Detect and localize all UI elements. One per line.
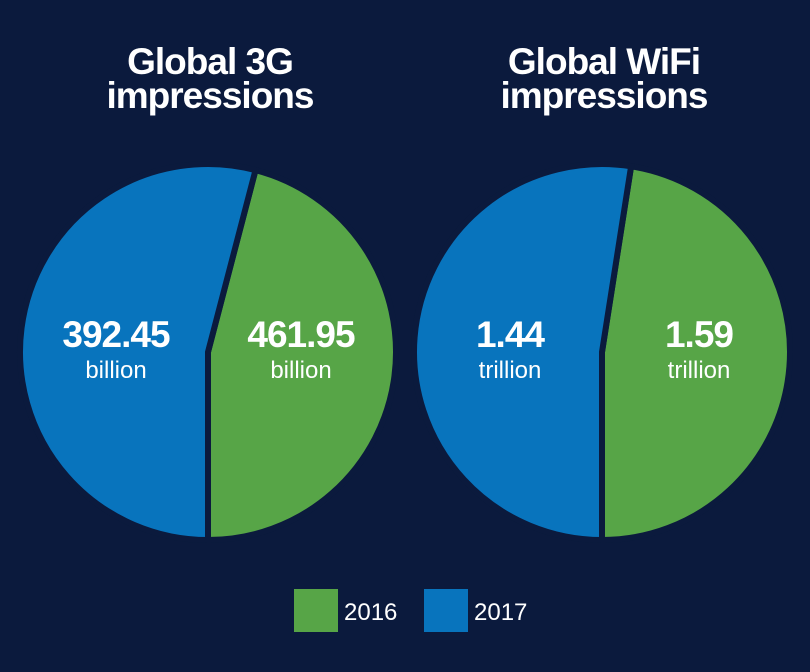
chart-1-slice-2017-unit-label: billion [270, 357, 331, 384]
chart-2-slice-2016-value-label: 1.44 [476, 314, 545, 355]
chart-1-slice-2016-unit-label: billion [85, 357, 146, 384]
chart-2-slice-2017-unit-label: trillion [668, 357, 731, 384]
chart-2-title-line-1: Global WiFi [508, 41, 700, 82]
chart-2-slice-2016-unit-label: trillion [479, 357, 542, 384]
chart-1-slice-2016 [205, 166, 399, 544]
legend: 2016 2017 [294, 589, 527, 632]
chart-2-title-line-2: impressions [501, 75, 708, 116]
chart-1-title-line-1: Global 3G [127, 41, 293, 82]
chart-1-slice-2016-value-label: 392.45 [62, 314, 170, 355]
chart-1-slice-2017 [17, 161, 260, 544]
chart-2-slice-2016 [599, 162, 793, 544]
legend-label-2016: 2016 [344, 599, 397, 626]
pie-slices-layer [17, 161, 793, 544]
chart-1-title-line-2: impressions [107, 75, 314, 116]
legend-label-2017: 2017 [474, 599, 527, 626]
chart-2-slice-2017 [411, 161, 635, 544]
legend-swatch-2016 [294, 589, 338, 632]
legend-swatch-2017 [424, 589, 468, 632]
chart-1-slice-2017-value-label: 461.95 [247, 314, 355, 355]
chart-2-slice-2017-value-label: 1.59 [665, 314, 733, 355]
